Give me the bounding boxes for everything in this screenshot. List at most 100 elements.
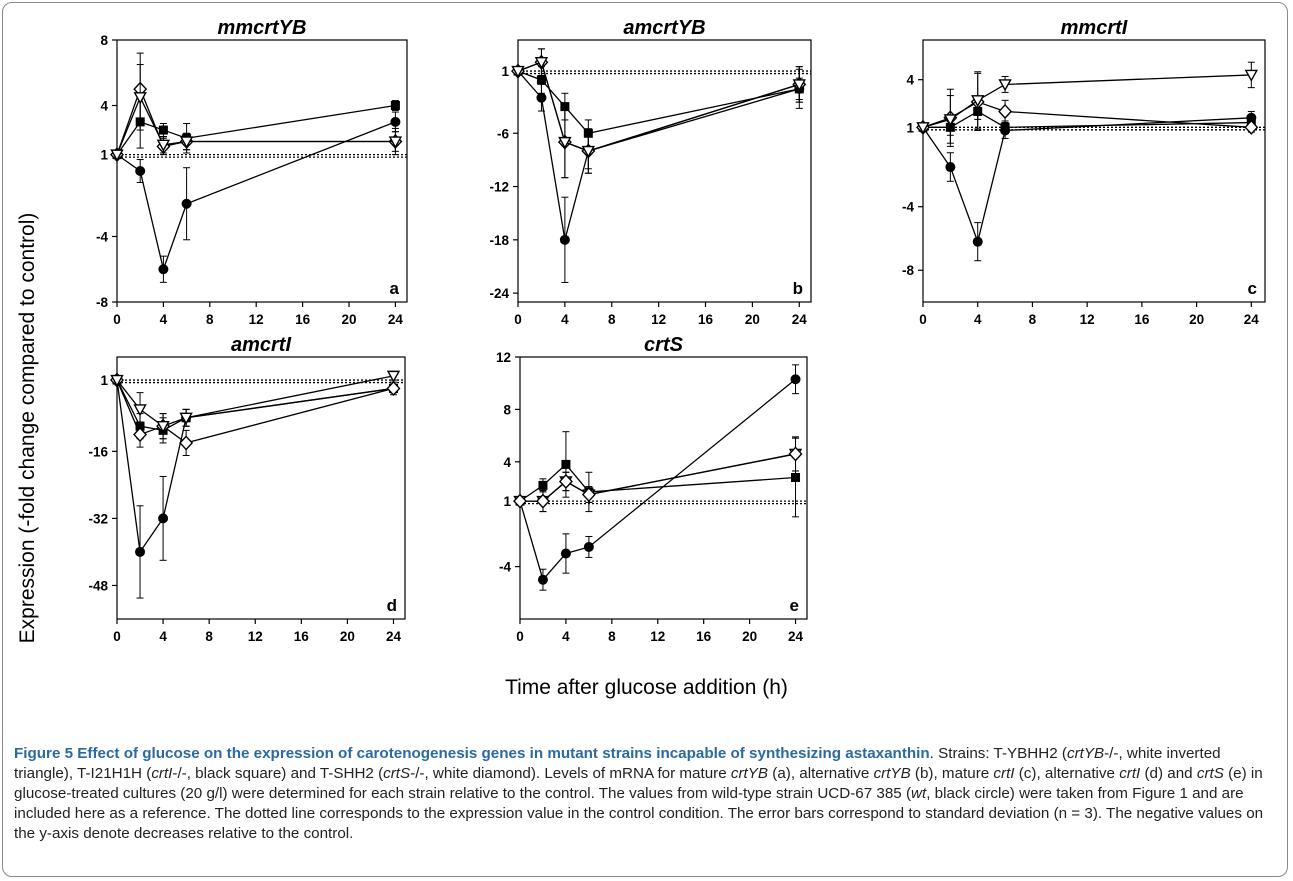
x-tick-label: 24 [386,629,402,644]
caption-text: . Strains: T-YBHH2 ( [929,745,1067,762]
data-point [179,412,193,425]
data-point [133,92,147,105]
y-tick-label: -48 [88,578,108,593]
x-tick-label: 24 [388,312,404,327]
y-tick-label: -18 [489,233,509,248]
chart-panel-b: amcrtYB b 1 -6 -12 -18 -24 0 4 8 12 16 20 24 [489,17,812,327]
series-square-filled [112,375,398,444]
x-tick-label: 20 [340,629,355,644]
y-tick-label: 8 [503,402,511,417]
chart-panel-d: amcrtI d 1 -16 -32 -48 0 4 8 12 16 20 24 [88,334,406,644]
chart-title: crtS [644,334,684,356]
data-point [972,236,983,247]
data-point [156,139,171,152]
chart-title: mmcrtYB [218,17,307,39]
y-tick-label: -32 [88,511,108,526]
caption-title: Figure 5 Effect of glucose on the expres… [14,745,930,762]
x-tick-label: 16 [698,312,714,327]
y-tick-label: -4 [499,560,511,575]
series-triangle-open [511,48,806,179]
x-tick-label: 0 [514,312,522,327]
caption-text: -/-, black square) and T-SHH2 ( [172,765,384,782]
plot-area [517,39,812,303]
x-tick-label: 20 [742,629,757,644]
x-tick-label: 8 [608,629,616,644]
y-tick-label: -8 [902,263,914,278]
figure-caption: Figure 5 Effect of glucose on the expres… [14,744,1276,844]
y-tick-label: 4 [906,73,914,88]
y-tick-label: 8 [100,33,108,48]
caption-italic: wt [911,785,927,802]
data-point [1000,122,1010,132]
data-point [158,264,169,275]
series-circle-filled [515,364,801,591]
y-tick-label: -12 [489,180,509,195]
caption-text: -/-, white inverted triangle), T-I21H1H … [14,745,1221,782]
data-point [561,459,571,469]
x-tick-label: 0 [516,629,524,644]
y-tick-label: 12 [496,350,511,365]
data-point [560,548,571,559]
series-triangle-open [110,64,403,162]
x-tick-label: 4 [974,312,982,327]
y-tick-label: -6 [497,126,509,141]
y-tick-label: -16 [88,444,108,459]
caption-text: , black circle) were taken from Figure 1… [14,785,1264,842]
series-diamond-open [110,52,403,163]
caption-italic: crtS [383,765,411,782]
y-tick-label: 1 [100,148,108,163]
figure-panels: mmcrtYB a 8 4 1 -4 -8 0 4 8 12 16 20 24 amcrtYB b 1 -6 -12… [88,17,1266,644]
y-tick-label: 1 [501,64,509,79]
data-point [133,427,147,443]
chart-title: amcrtI [231,334,291,356]
series-line [116,379,394,554]
x-tick-label: 12 [248,629,263,644]
chart-panel-e: crtS e 12 8 4 1 -4 0 4 8 12 16 20 24 [496,334,808,644]
data-point [135,166,146,176]
caption-italic: crtI [151,765,173,782]
series-line [922,117,1252,244]
caption-text: (b), mature [910,765,994,782]
y-tick-label: -4 [902,200,914,215]
caption-text: (e) in glucose-treated cultures (20 g/l)… [14,765,1263,802]
x-tick-label: 20 [1189,312,1204,327]
plot-area [116,39,408,303]
y-tick-label: 4 [503,455,511,470]
panel-letter: d [387,596,397,615]
caption-italic: crtS [1196,765,1224,782]
x-tick-label: 8 [1029,312,1037,327]
series-square-filled [918,103,1256,136]
x-tick-label: 4 [561,312,569,327]
series-triangle-open [513,436,803,513]
data-point [788,446,803,462]
series-line [116,375,394,427]
series-circle-filled [513,66,805,283]
x-tick-label: 4 [160,312,168,327]
plot-area [922,39,1266,303]
data-point [390,116,401,127]
x-tick-label: 0 [113,629,121,644]
series-diamond-open [916,72,1259,147]
y-tick-label: 1 [906,120,914,135]
data-point [537,574,548,585]
x-tick-label: 8 [206,312,214,327]
x-tick-label: 4 [159,629,167,644]
y-tick-label: 4 [100,99,108,114]
series-diamond-open [513,436,803,513]
data-point [156,420,170,434]
caption-text: -/-, white diamond). Levels of mRNA for … [410,765,731,782]
y-tick-label: 1 [100,373,108,388]
plot-area [116,356,406,620]
caption-italic: crtYB [730,765,769,782]
y-tick-label: -24 [489,286,509,301]
caption-italic: crtYB [873,765,911,782]
data-point [181,198,192,209]
data-point [998,79,1012,92]
panel-letter: a [390,279,400,298]
data-point [559,234,570,245]
data-point [386,370,401,383]
series-circle-filled [112,111,401,283]
data-point [790,374,801,385]
data-point [390,101,400,110]
data-point [538,480,548,490]
